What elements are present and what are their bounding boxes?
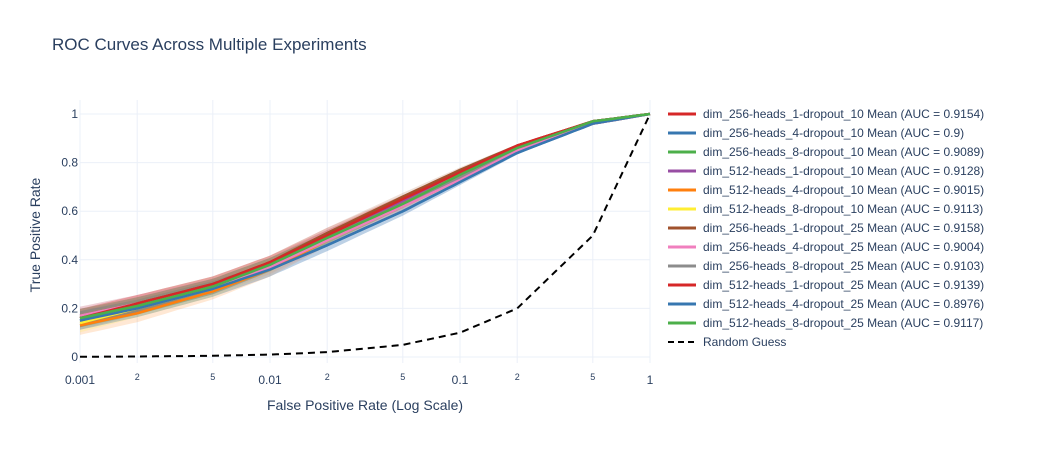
x-tick-label: 0.01 <box>258 373 282 387</box>
x-minor-tick-label: 5 <box>210 372 215 382</box>
legend-item[interactable]: dim_256-heads_8-dropout_25 Mean (AUC = 0… <box>668 259 984 273</box>
chart-title: ROC Curves Across Multiple Experiments <box>52 35 367 54</box>
legend-item[interactable]: Random Guess <box>668 335 786 349</box>
y-tick-label: 0.4 <box>61 253 78 267</box>
legend-item[interactable]: dim_256-heads_4-dropout_25 Mean (AUC = 0… <box>668 240 984 254</box>
grid-layer <box>79 100 651 363</box>
legend-item[interactable]: dim_512-heads_8-dropout_10 Mean (AUC = 0… <box>668 202 983 216</box>
x-tick-label: 0.001 <box>65 373 95 387</box>
legend-label: Random Guess <box>703 335 786 349</box>
x-tick-label: 0.1 <box>452 373 469 387</box>
legend-item[interactable]: dim_512-heads_4-dropout_10 Mean (AUC = 0… <box>668 183 984 197</box>
legend-label: dim_256-heads_1-dropout_25 Mean (AUC = 0… <box>703 221 984 235</box>
legend-label: dim_512-heads_4-dropout_25 Mean (AUC = 0… <box>703 297 984 311</box>
x-axis-title: False Positive Rate (Log Scale) <box>267 397 463 413</box>
legend-label: dim_256-heads_1-dropout_10 Mean (AUC = 0… <box>703 107 984 121</box>
axis-ticks: 0 0.2 0.4 0.6 0.8 1 0.001 0.01 0.1 1 2 5 2 5 2 5 <box>61 107 653 387</box>
series-line <box>79 112 651 322</box>
legend-item[interactable]: dim_512-heads_1-dropout_25 Mean (AUC = 0… <box>668 278 984 292</box>
x-minor-tick-label: 2 <box>135 372 140 382</box>
legend-label: dim_256-heads_8-dropout_25 Mean (AUC = 0… <box>703 259 984 273</box>
legend[interactable]: dim_256-heads_1-dropout_10 Mean (AUC = 0… <box>668 107 984 349</box>
legend-item[interactable]: dim_512-heads_1-dropout_10 Mean (AUC = 0… <box>668 164 984 178</box>
x-minor-tick-label: 2 <box>515 372 520 382</box>
y-tick-label: 0.6 <box>61 204 78 218</box>
legend-item[interactable]: dim_256-heads_1-dropout_10 Mean (AUC = 0… <box>668 107 984 121</box>
legend-label: dim_256-heads_8-dropout_10 Mean (AUC = 0… <box>703 145 984 159</box>
legend-item[interactable]: dim_256-heads_8-dropout_10 Mean (AUC = 0… <box>668 145 984 159</box>
legend-item[interactable]: dim_256-heads_1-dropout_25 Mean (AUC = 0… <box>668 221 984 235</box>
legend-label: dim_256-heads_4-dropout_25 Mean (AUC = 0… <box>703 240 984 254</box>
legend-label: dim_512-heads_8-dropout_25 Mean (AUC = 0… <box>703 316 983 330</box>
y-tick-label: 0.2 <box>61 301 78 315</box>
x-minor-tick-label: 2 <box>325 372 330 382</box>
legend-item[interactable]: dim_512-heads_8-dropout_25 Mean (AUC = 0… <box>668 316 983 330</box>
legend-item[interactable]: dim_256-heads_4-dropout_10 Mean (AUC = 0… <box>668 126 964 140</box>
y-tick-label: 1 <box>71 107 78 121</box>
x-minor-tick-label: 5 <box>590 372 595 382</box>
series-line <box>79 112 651 317</box>
series-line <box>79 112 651 320</box>
legend-label: dim_512-heads_8-dropout_10 Mean (AUC = 0… <box>703 202 983 216</box>
legend-label: dim_512-heads_1-dropout_10 Mean (AUC = 0… <box>703 164 984 178</box>
x-tick-label: 1 <box>647 373 654 387</box>
series-lines <box>79 112 651 358</box>
random-guess-line <box>79 113 651 358</box>
series-line <box>79 112 651 320</box>
legend-item[interactable]: dim_512-heads_4-dropout_25 Mean (AUC = 0… <box>668 297 984 311</box>
y-axis-title: True Positive Rate <box>27 177 43 292</box>
legend-label: dim_256-heads_4-dropout_10 Mean (AUC = 0… <box>703 126 964 140</box>
legend-label: dim_512-heads_4-dropout_10 Mean (AUC = 0… <box>703 183 984 197</box>
legend-label: dim_512-heads_1-dropout_25 Mean (AUC = 0… <box>703 278 984 292</box>
y-tick-label: 0 <box>71 350 78 364</box>
x-minor-tick-label: 5 <box>400 372 405 382</box>
y-tick-label: 0.8 <box>61 156 78 170</box>
